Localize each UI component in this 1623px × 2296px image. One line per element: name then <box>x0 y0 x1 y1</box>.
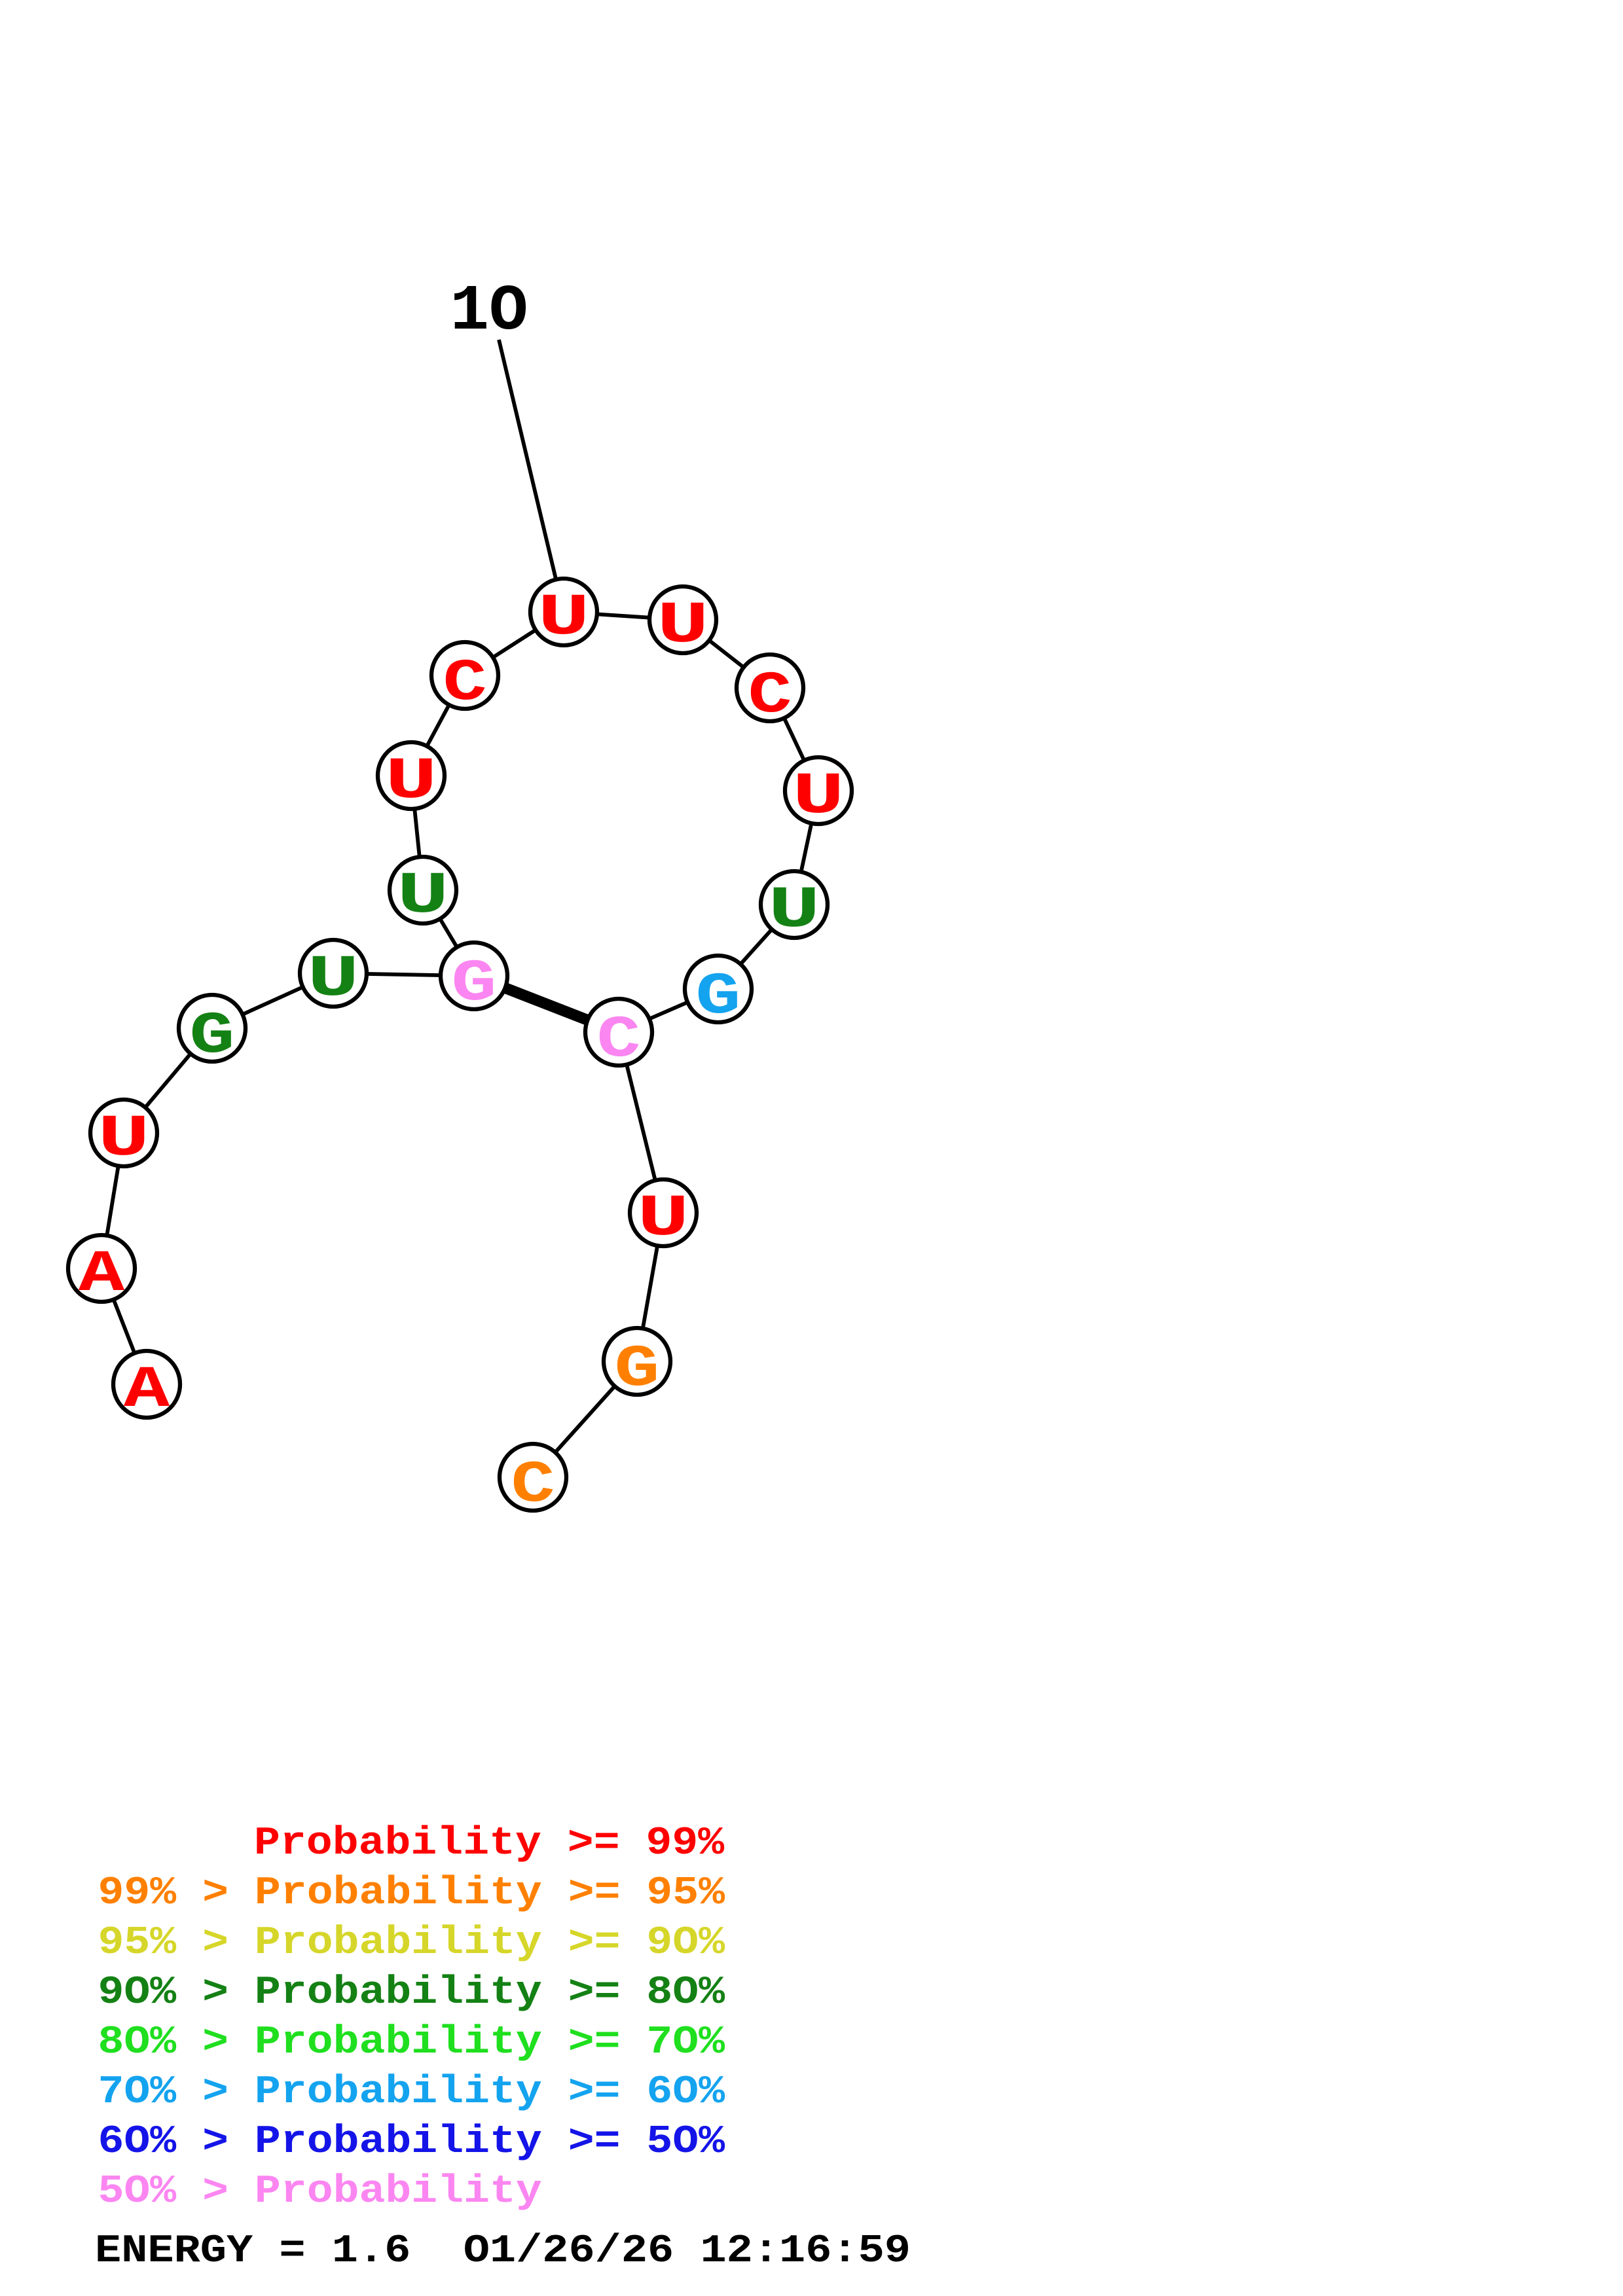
svg-text:U: U <box>307 946 359 1013</box>
svg-text:U: U <box>98 1105 149 1172</box>
svg-text:U: U <box>397 863 448 929</box>
svg-text:A: A <box>124 1357 170 1424</box>
svg-text:U: U <box>538 584 589 651</box>
svg-text:C: C <box>596 1007 640 1073</box>
svg-text:99% > Probability >= 95%: 99% > Probability >= 95% <box>98 1871 725 1916</box>
svg-text:A: A <box>79 1242 125 1308</box>
svg-text:G: G <box>189 1003 234 1070</box>
svg-text:U: U <box>792 763 844 830</box>
svg-text:Probability >= 99%: Probability >= 99% <box>254 1821 725 1866</box>
svg-text:U: U <box>657 592 708 659</box>
svg-text:5O% > Probability: 5O% > Probability <box>98 2170 542 2214</box>
svg-text:95% > Probability >= 9O%: 95% > Probability >= 9O% <box>98 1921 725 1965</box>
svg-text:U: U <box>385 748 437 815</box>
svg-text:U: U <box>637 1185 689 1252</box>
svg-text:C: C <box>748 663 792 729</box>
svg-text:U: U <box>768 877 820 944</box>
svg-text:G: G <box>451 951 496 1018</box>
svg-text:G: G <box>695 964 740 1031</box>
svg-text:ENERGY = 1.6 O1/26/26 12:16:5: ENERGY = 1.6 O1/26/26 12:16:59 <box>95 2229 911 2274</box>
svg-text:C: C <box>443 651 486 717</box>
svg-text:9O% > Probability >= 8O%: 9O% > Probability >= 8O% <box>98 1971 725 2015</box>
svg-text:C: C <box>511 1452 555 1518</box>
svg-text:7O% > Probability >= 6O%: 7O% > Probability >= 6O% <box>98 2070 725 2115</box>
svg-text:G: G <box>614 1336 659 1403</box>
svg-text:8O% > Probability >= 7O%: 8O% > Probability >= 7O% <box>98 2020 725 2065</box>
svg-text:1O: 1O <box>450 276 528 348</box>
svg-text:6O% > Probability >= 5O%: 6O% > Probability >= 5O% <box>98 2120 725 2164</box>
